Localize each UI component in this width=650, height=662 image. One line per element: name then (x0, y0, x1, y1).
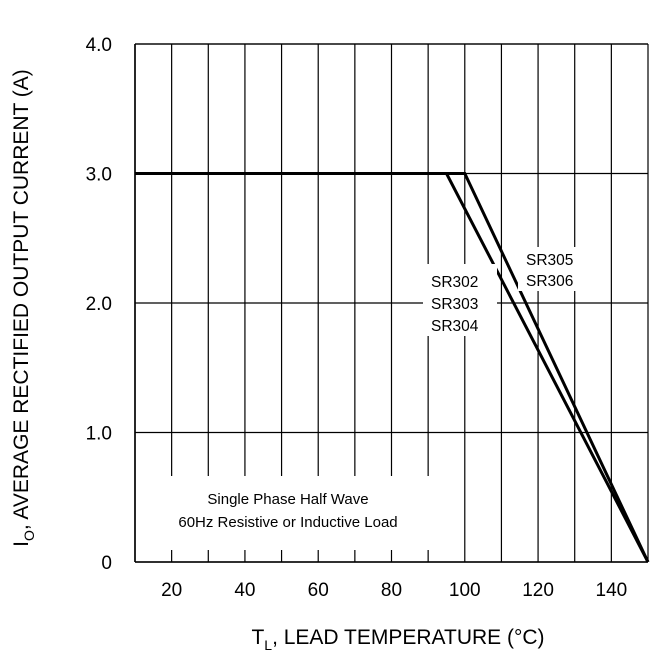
plot-frame (134, 43, 648, 563)
series-label-line: SR302 (431, 274, 478, 291)
y-tick-label: 2.0 (86, 294, 112, 315)
series-label-line: SR305 (526, 252, 573, 269)
x-tick-label: 140 (596, 580, 628, 601)
grid-lines (134, 43, 649, 563)
x-tick-label: 40 (234, 580, 255, 601)
x-tick-label: 60 (308, 580, 329, 601)
x-tick-label: 80 (381, 580, 402, 601)
series-label-line: SR303 (431, 296, 478, 313)
x-tick-label: 20 (161, 580, 182, 601)
tick-labels: 20 40 60 80 100 120 140 0 1.0 2.0 3.0 4.0 (86, 35, 628, 601)
y-tick-label: 0 (101, 553, 112, 574)
x-axis-title: TL, LEAD TEMPERATURE (°C) (251, 626, 544, 653)
series-label-line: SR304 (431, 318, 479, 335)
series-label-sr305-sr306: SR305 SR306 (518, 247, 584, 291)
series-line-2 (135, 172, 650, 563)
y-tick-label: 4.0 (86, 35, 112, 56)
y-tick-label: 3.0 (86, 165, 112, 186)
series-label-sr302-sr304: SR302 SR303 SR304 (423, 264, 497, 336)
x-tick-label: 120 (522, 580, 554, 601)
y-tick-label: 1.0 (86, 424, 112, 445)
annotation-line: 60Hz Resistive or Inductive Load (178, 514, 397, 531)
annotation-background (138, 476, 438, 550)
x-tick-label: 100 (449, 580, 481, 601)
annotation-line: Single Phase Half Wave (207, 491, 368, 508)
series-label-line: SR306 (526, 273, 573, 290)
series-lines (135, 172, 650, 563)
y-axis-title: IO, AVERAGE RECTIFIED OUTPUT CURRENT (A) (10, 69, 37, 547)
